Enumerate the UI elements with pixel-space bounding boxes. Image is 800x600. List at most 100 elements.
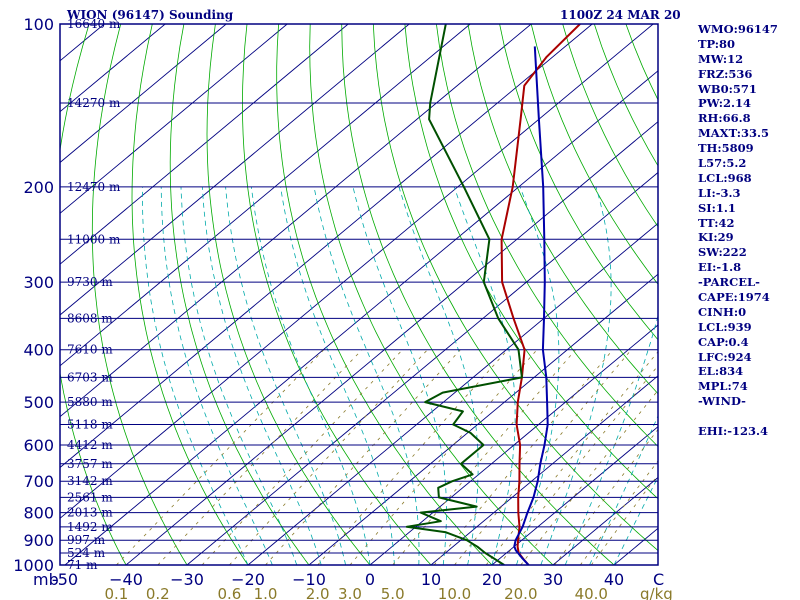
index-item: RH:66.8 — [698, 111, 751, 126]
height-label: 14270 m — [67, 96, 121, 110]
index-item: MAXT:33.5 — [698, 126, 769, 141]
index-item: FRZ:536 — [698, 66, 753, 81]
height-label: 9730 m — [67, 275, 113, 289]
isotherm-line — [125, 121, 658, 565]
isobars — [60, 23, 658, 566]
temperature-tick-label: 10 — [421, 570, 441, 589]
index-item: LCL:968 — [698, 170, 752, 185]
temperature-trace — [500, 24, 581, 565]
height-label: 12470 m — [67, 180, 121, 194]
isotherm-line — [247, 222, 658, 565]
pressure-tick-label: 700 — [23, 472, 54, 491]
moist-adiabat-line — [540, 186, 612, 565]
pressure-tick-label: 100 — [23, 15, 54, 34]
pressure-tick-label: 400 — [23, 341, 54, 360]
mixing-ratio-label: 20.0 — [504, 585, 537, 600]
temperature-tick-label: 0 — [365, 570, 375, 589]
moist-adiabat-line — [516, 186, 560, 565]
moist-adiabat-line — [453, 186, 516, 565]
moist-adiabat-line — [142, 186, 249, 565]
index-item: EHI:-123.4 — [698, 424, 769, 439]
mixing-ratio-line — [485, 351, 658, 565]
dry-adiabat-line — [309, 24, 554, 565]
height-label: 1492 m — [67, 520, 113, 534]
index-item: EI:-1.8 — [698, 260, 742, 275]
index-item: WMO:96147 — [698, 22, 778, 36]
temperature-tick-label: −30 — [170, 570, 204, 589]
mixing-ratio-line — [229, 349, 428, 565]
index-item: LI:-3.3 — [698, 185, 741, 200]
isotherm-line — [60, 24, 288, 214]
index-item: TH:5809 — [698, 141, 754, 156]
height-label: 4412 m — [67, 438, 113, 452]
isotherm-line — [491, 426, 658, 565]
pressure-tick-label: 900 — [23, 531, 54, 550]
mixing-ratio-label: 0.1 — [104, 585, 128, 600]
mixing-ratio-label: 3.0 — [338, 585, 362, 600]
temperature-tick-label: 40 — [604, 570, 624, 589]
pressure-tick-label: 500 — [23, 393, 54, 412]
index-item: SI:1.1 — [698, 200, 736, 215]
stability-indices-panel: WMO:96147 TP:80 MW:12 FRZ:536 WB0:571 PW:2.14… — [698, 22, 778, 439]
isotherm-line — [60, 24, 593, 469]
mixing-ratio-label: 0.2 — [146, 585, 170, 600]
mixing-ratio-line — [433, 349, 614, 565]
pressure-tick-label: 300 — [23, 273, 54, 292]
index-item: SW:222 — [698, 245, 747, 260]
index-item: PW:2.14 — [698, 96, 752, 111]
dry-adiabat-line — [276, 24, 493, 565]
pressure-unit-label: mb — [33, 570, 59, 589]
isotherm-line — [60, 24, 349, 265]
mixing-ratio-label: 1.0 — [254, 585, 278, 600]
isotherm-line — [186, 171, 658, 565]
temperature-unit-label: C — [653, 570, 664, 589]
observation-time: 1100Z 24 MAR 20 — [560, 8, 681, 22]
dry-adiabat-line — [404, 24, 658, 500]
mixing-ratio-line — [392, 349, 576, 565]
index-item: LCL:939 — [698, 319, 752, 334]
pressure-tick-label: 200 — [23, 178, 54, 197]
index-item: EL:834 — [698, 364, 744, 379]
height-label: 3757 m — [67, 457, 113, 471]
moist-adiabat-line — [613, 476, 658, 565]
index-item: CAPE:1974 — [698, 290, 770, 305]
pressure-tick-label: 600 — [23, 436, 54, 455]
plot-frame — [59, 23, 659, 566]
isotherm-line — [60, 24, 227, 164]
isotherm-line — [60, 24, 471, 367]
height-label: 2013 m — [67, 506, 113, 520]
mixing-ratio-label: 5.0 — [381, 585, 405, 600]
index-item: MPL:74 — [698, 379, 748, 394]
parcel-trace — [513, 46, 549, 565]
index-item — [698, 409, 778, 424]
temperature-tick-label: 20 — [482, 570, 502, 589]
temperature-tick-label: −40 — [109, 570, 143, 589]
pressure-tick-label: 1000 — [13, 556, 54, 575]
mixing-ratio-label: 0.6 — [217, 585, 241, 600]
height-label: 3142 m — [67, 474, 113, 488]
height-label: 2561 m — [67, 490, 113, 504]
height-label: 5880 m — [67, 395, 113, 409]
temperature-tick-label: −10 — [292, 570, 326, 589]
index-item: CAP:0.4 — [698, 334, 749, 349]
index-item: KI:29 — [698, 230, 734, 245]
dry-adiabat-line — [784, 24, 800, 565]
index-item: L57:5.2 — [698, 156, 747, 171]
height-label: 997 m — [67, 533, 106, 547]
temperature-tick-label: -50 — [52, 570, 78, 589]
mixing-ratio-unit-label: g/kg — [640, 585, 673, 600]
index-item: WB0:571 — [698, 81, 757, 96]
station-title: WION (96147) Sounding — [66, 8, 234, 22]
isotherm-line — [60, 24, 654, 519]
height-label: 71 m — [67, 558, 98, 572]
isotherm-line — [308, 273, 658, 565]
sounding-traces — [405, 24, 581, 565]
height-label: 524 m — [67, 546, 106, 560]
mixing-ratio-line — [498, 365, 658, 565]
moist-adiabat-line — [180, 186, 298, 565]
moist-adiabat-line — [160, 186, 273, 565]
isotherm-line — [60, 24, 410, 316]
temperature-tick-label: 30 — [543, 570, 563, 589]
